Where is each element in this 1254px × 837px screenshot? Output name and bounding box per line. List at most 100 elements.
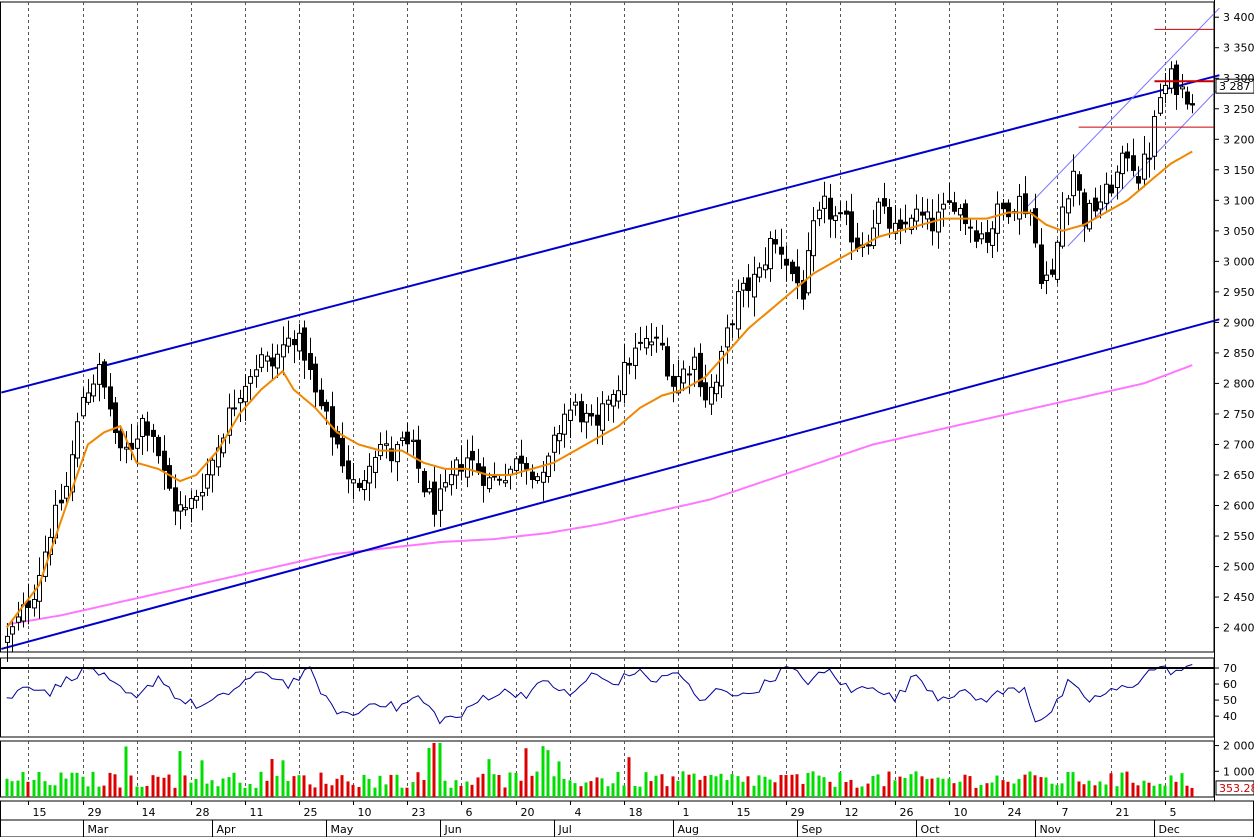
volume-bar	[546, 750, 550, 797]
channel-small-upper[interactable]	[1024, 7, 1220, 210]
volume-bar	[470, 784, 474, 797]
volume-bar	[389, 774, 393, 797]
candle-body	[156, 436, 161, 457]
volume-bar	[1001, 780, 1005, 797]
volume-bar	[730, 774, 734, 797]
volume-bar	[194, 778, 198, 797]
volume-bar	[1060, 783, 1064, 797]
channel-main-upper[interactable]	[1, 74, 1220, 394]
volume-bar	[75, 772, 79, 797]
candle-body	[1039, 244, 1044, 284]
volume-bar	[476, 777, 480, 797]
candle-body	[395, 444, 400, 463]
volume-bar	[773, 782, 777, 797]
candle-body	[709, 386, 714, 405]
candle-body	[183, 507, 188, 511]
volume-bar	[1169, 775, 1173, 797]
volume-bar	[1098, 781, 1102, 797]
candle-body	[178, 504, 183, 512]
volume-bar	[151, 775, 155, 797]
candle-body	[118, 430, 123, 449]
candle-body	[113, 402, 118, 434]
candle-body	[1136, 176, 1141, 184]
volume-bar	[1017, 779, 1021, 797]
volume-bar	[367, 778, 371, 797]
candle-body	[162, 450, 167, 471]
volume-bar	[709, 774, 713, 797]
candle-body	[497, 478, 502, 481]
price-tick-label: 2 450	[1223, 591, 1254, 604]
candle-body	[194, 495, 199, 501]
volume-bar	[595, 777, 599, 797]
volume-bar	[654, 775, 658, 797]
volume-bar	[422, 779, 426, 797]
volume-bar	[763, 776, 767, 797]
volume-bar	[1109, 773, 1113, 797]
candle-body	[589, 413, 594, 417]
candle-body	[1033, 208, 1038, 244]
candle-body	[346, 460, 351, 480]
volume-bar	[454, 780, 458, 797]
volume-bar	[384, 784, 388, 797]
candle-body	[838, 212, 843, 215]
price-tick-label: 2 950	[1223, 286, 1254, 299]
candle-body	[638, 341, 643, 344]
volume-bar	[757, 775, 761, 797]
volume-bar	[200, 760, 204, 797]
trend-channels[interactable]	[1, 7, 1220, 650]
candle-body	[427, 488, 432, 493]
volume-bar	[189, 782, 193, 797]
volume-bar	[1158, 783, 1162, 797]
candle-body	[546, 455, 551, 477]
price-tick-label: 2 400	[1223, 622, 1254, 635]
candle-body	[990, 228, 995, 246]
candle-body	[893, 222, 898, 234]
candle-body	[784, 258, 789, 266]
volume-bar	[59, 772, 63, 797]
volume-bar	[210, 780, 214, 797]
price-tick-label: 3 400	[1223, 11, 1254, 24]
month-tick-label: Mar	[88, 823, 109, 836]
candle-body	[725, 327, 730, 348]
volume-bar	[1120, 772, 1124, 797]
price-tick-label: 3 300	[1223, 72, 1254, 85]
candle-body	[1131, 155, 1136, 171]
channel-main-lower[interactable]	[1, 318, 1220, 650]
volume-bar	[1087, 780, 1091, 797]
candle-body	[811, 220, 816, 257]
candle-body	[898, 219, 903, 229]
candle-body	[649, 341, 654, 346]
volume-bar	[135, 786, 139, 797]
candle-body	[909, 217, 914, 230]
volume-bar	[519, 780, 523, 797]
price-tick-label: 3 250	[1223, 103, 1254, 116]
candle-body	[600, 403, 605, 431]
volume-bar	[627, 757, 631, 797]
candle-body	[752, 273, 757, 298]
price-tick-label: 2 900	[1223, 316, 1254, 329]
volume-bar	[616, 771, 620, 797]
candle-body	[557, 433, 562, 442]
volume-bar	[411, 782, 415, 797]
volume-bar	[995, 775, 999, 797]
horizontal-levels[interactable]	[1078, 28, 1214, 128]
last-price-label: 3 287	[1219, 80, 1251, 93]
candle-body	[1066, 198, 1071, 214]
candle-body	[1087, 202, 1092, 230]
candle-body	[135, 438, 140, 449]
volume-bar	[909, 774, 913, 797]
volume-bar	[584, 782, 588, 797]
candle-body	[633, 347, 638, 366]
volume-bar	[552, 776, 556, 797]
volume-bar	[1180, 773, 1184, 797]
volume-bar	[1136, 785, 1140, 797]
volume-bar	[21, 771, 25, 797]
volume-bar	[443, 780, 447, 797]
candle-body	[1055, 241, 1060, 280]
volume-bar	[817, 775, 821, 797]
volume-bar	[649, 781, 653, 797]
volume-bar	[362, 774, 366, 797]
candle-body	[866, 244, 871, 247]
volume-bar	[351, 784, 355, 797]
